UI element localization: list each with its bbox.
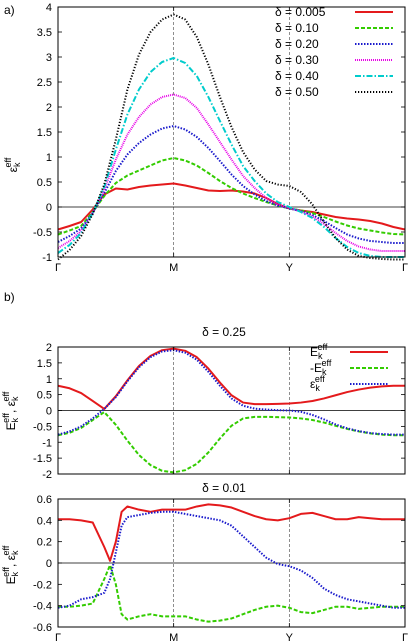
y-tick-label: 1 xyxy=(46,374,52,386)
y-tick-label: 1.5 xyxy=(37,358,52,370)
series-line-1 xyxy=(57,411,405,474)
y-tick-label: -0.6 xyxy=(33,622,52,634)
legend-label-0: Ekeff xyxy=(310,342,328,361)
series-line-1 xyxy=(58,564,405,623)
y-tick-label: 2 xyxy=(46,342,52,354)
series-line-2 xyxy=(57,125,405,244)
x-tick-label: Γ xyxy=(402,632,408,643)
panel-a-label: a) xyxy=(4,3,15,17)
y-tick-label: 0.6 xyxy=(37,494,52,506)
x-tick-label: Y xyxy=(286,632,294,643)
x-tick-label: M xyxy=(169,632,178,643)
panel-b1-ylabel: Ekeff, εkeff xyxy=(1,391,20,430)
panel-b-label: b) xyxy=(4,290,15,304)
x-tick-label: Y xyxy=(286,262,294,274)
series-line-2 xyxy=(57,349,405,436)
legend-label-1: -Ekeff xyxy=(310,358,332,377)
y-tick-label: 0.4 xyxy=(37,515,52,527)
series-line-3 xyxy=(57,93,405,252)
legend-label-4: δ = 0.40 xyxy=(275,69,319,83)
y-tick-label: -1 xyxy=(42,437,52,449)
series-line-0 xyxy=(58,503,405,562)
y-tick-label: -2 xyxy=(42,469,52,481)
legend-label-5: δ = 0.50 xyxy=(275,85,319,99)
series-line-0 xyxy=(57,182,406,231)
panel-a-ylabel: εkeff xyxy=(3,157,22,172)
panel-a-ylabel-sub: k xyxy=(12,162,22,167)
x-tick-label: M xyxy=(169,262,178,274)
series-line-0 xyxy=(57,347,405,410)
legend-label-0: δ = 0.005 xyxy=(275,5,326,19)
y-tick-label: 0 xyxy=(46,202,52,214)
panel-b1-title: δ = 0.25 xyxy=(202,325,246,339)
y-tick-label: -1 xyxy=(42,252,52,264)
svg-text:Ekeff, εkeff: Ekeff, εkeff xyxy=(1,545,20,584)
y-tick-label: -0.5 xyxy=(33,227,52,239)
series-line-4 xyxy=(57,57,405,258)
panel-a-ylabel-sup: eff xyxy=(3,157,13,167)
panel-b2-title: δ = 0.01 xyxy=(202,481,246,495)
x-tick-label: Γ xyxy=(402,262,408,274)
y-tick-label: 3.5 xyxy=(37,27,52,39)
series-line-1 xyxy=(57,157,406,236)
svg-text:Ekeff, εkeff: Ekeff, εkeff xyxy=(1,391,20,430)
panel-a-plot: -1 -0.5 0 0.5 1 1.5 2 2.5 3 3.5 4 Γ M Y Γδ = 0.005 δ = … xyxy=(33,2,408,274)
y-tick-label: 0.5 xyxy=(37,177,52,189)
panel-b2-ylabel: Ekeff, εkeff xyxy=(1,545,20,584)
series-line-2 xyxy=(57,510,405,609)
panel-b2-plot: -0.6 -0.4 -0.2 0 0.2 0.4 0.6 Γ M Y Γ xyxy=(33,494,408,643)
y-tick-label: 3 xyxy=(46,52,52,64)
y-tick-label: -0.4 xyxy=(33,601,52,613)
y-tick-label: 0 xyxy=(46,558,52,570)
y-tick-label: 0.5 xyxy=(37,390,52,402)
y-tick-label: -0.2 xyxy=(33,579,52,591)
y-tick-label: 1 xyxy=(46,152,52,164)
y-tick-label: 2.5 xyxy=(37,77,52,89)
y-tick-label: 0.2 xyxy=(37,537,52,549)
legend-label-2: εkeff xyxy=(310,374,325,393)
y-tick-label: 1.5 xyxy=(37,127,52,139)
x-tick-label: Γ xyxy=(55,262,61,274)
svg-text:εkeff: εkeff xyxy=(3,157,22,172)
panel-a-ylabel-main: ε xyxy=(6,166,20,172)
y-tick-label: 0 xyxy=(46,406,52,418)
legend-label-1: δ = 0.10 xyxy=(275,21,319,35)
x-tick-label: Γ xyxy=(55,632,61,643)
legend-label-3: δ = 0.30 xyxy=(275,53,319,67)
y-tick-label: -1.5 xyxy=(33,453,52,465)
series-line-5 xyxy=(57,13,405,261)
y-tick-label: 4 xyxy=(46,2,52,14)
y-tick-label: -0.5 xyxy=(33,421,52,433)
legend-label-2: δ = 0.20 xyxy=(275,37,319,51)
y-tick-label: 2 xyxy=(46,102,52,114)
